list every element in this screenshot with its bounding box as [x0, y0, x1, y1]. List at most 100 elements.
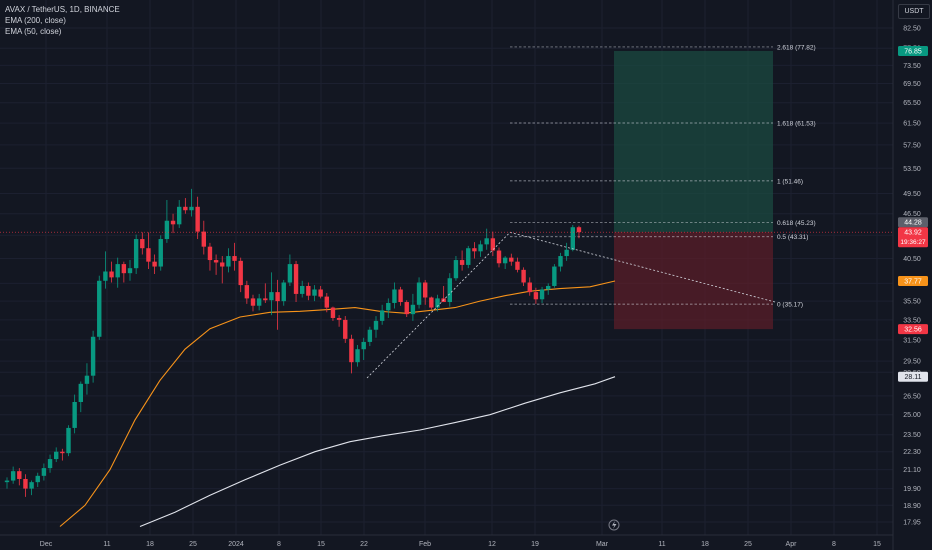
chart-legend: AVAX / TetherUS, 1D, BINANCE EMA (200, c…	[5, 4, 120, 37]
legend-ema200[interactable]: EMA (200, close)	[5, 16, 66, 25]
candle-body	[269, 292, 274, 301]
candle-body	[343, 319, 348, 339]
candle-body	[213, 260, 219, 263]
currency-button[interactable]: USDT	[898, 4, 930, 19]
candle-body	[558, 256, 563, 267]
lightning-icon-bolt	[612, 521, 617, 529]
candle-body	[10, 471, 16, 481]
price-tick-label: 31.50	[903, 337, 921, 344]
legend-ema50[interactable]: EMA (50, close)	[5, 27, 62, 36]
candle-body	[29, 482, 34, 489]
price-tick-label: 46.50	[903, 211, 921, 218]
candle-body	[152, 261, 157, 267]
fib-level-label: 2.618 (77.82)	[777, 44, 816, 51]
candle-body	[170, 220, 176, 225]
price-tick-label: 35.50	[903, 299, 921, 306]
candle-body	[318, 289, 323, 297]
fibonacci-levels: 2.618 (77.82) 1.618 (61.53) 1 (51.46) 0.618…	[510, 44, 816, 309]
candle-body	[220, 262, 225, 267]
time-tick-label: 8	[277, 541, 281, 548]
candle-body	[330, 307, 336, 318]
price-badge-bg	[898, 276, 928, 287]
price-tick-label: 69.50	[903, 81, 921, 88]
price-badge: 32.56	[904, 327, 922, 334]
candle-body	[244, 285, 250, 299]
price-tick-label: 21.10	[903, 467, 921, 474]
legend-symbol[interactable]: AVAX / TetherUS, 1D, BINANCE	[5, 5, 120, 14]
price-axis-bg	[893, 0, 932, 550]
candle-body	[478, 244, 483, 252]
candle-body	[576, 227, 582, 233]
time-tick-label: 11	[658, 541, 665, 548]
price-badge-upper: 44.28	[904, 220, 922, 227]
countdown-label: 19:36:27	[900, 239, 926, 246]
candle-body	[312, 289, 317, 296]
candle-body	[564, 249, 569, 257]
candle-body	[410, 304, 416, 315]
candle-body	[207, 246, 213, 261]
candle-body	[121, 264, 127, 274]
candle-body	[447, 278, 452, 303]
price-tick-label: 25.00	[903, 412, 921, 419]
time-tick-label: 15	[317, 541, 325, 548]
time-tick-label: 11	[103, 541, 110, 548]
candle-body	[533, 292, 539, 300]
price-badge-bg	[898, 45, 928, 56]
candlestick-series[interactable]	[4, 188, 582, 497]
price-badge: 76.85	[904, 48, 922, 55]
candle-body	[324, 296, 329, 308]
trendlines	[366, 231, 776, 379]
lightning-icon-ring	[608, 519, 620, 531]
time-tick-label: 18	[146, 541, 154, 548]
candle-body	[140, 239, 145, 249]
time-tick-label: 2024	[228, 541, 244, 548]
time-tick-label: 15	[873, 541, 881, 548]
price-badge: 37.77	[904, 279, 922, 286]
price-tick-label: 49.50	[903, 191, 921, 198]
candle-body	[195, 206, 200, 232]
price-tick-label: 22.30	[903, 449, 921, 456]
candle-body	[115, 264, 120, 278]
price-badge-bg	[898, 371, 928, 382]
candle-body	[386, 302, 391, 311]
candle-body	[367, 329, 373, 342]
time-tick-label: 25	[189, 541, 197, 548]
candle-body	[552, 266, 557, 286]
lightning-icon[interactable]	[608, 519, 620, 531]
candle-body	[349, 338, 354, 363]
candle-body	[256, 298, 262, 306]
candle-body	[250, 298, 256, 306]
time-axis[interactable]: Dec 11 18 25 2024 8 15 22 Feb 12 19 Mar 11 18 25 Apr 8 15	[0, 534, 893, 548]
price-tick-label: 26.50	[903, 393, 921, 400]
candle-body	[60, 451, 65, 454]
price-badge: 28.11	[905, 374, 922, 381]
candle-body	[127, 268, 133, 274]
price-tick-label: 29.50	[903, 359, 921, 366]
candle-body	[263, 298, 268, 301]
candle-body	[539, 289, 545, 300]
current-price-label: 43.92	[904, 230, 922, 237]
candle-body	[109, 271, 114, 278]
fib-level-label: 1.618 (61.53)	[777, 120, 816, 127]
time-tick-label: 8	[832, 541, 836, 548]
candle-body	[466, 248, 471, 265]
time-tick-label: Apr	[786, 541, 798, 548]
price-tick-label: 61.50	[903, 121, 921, 128]
ema-lines	[59, 280, 616, 528]
candle-body	[275, 292, 280, 302]
fib-level-label: 0 (35.17)	[777, 302, 803, 309]
price-axis[interactable]: 82.5077.5073.5069.5065.5061.5057.5053.50…	[892, 0, 932, 550]
price-badge-upper-bg	[898, 217, 928, 228]
candle-body	[398, 289, 403, 303]
candle-body	[515, 261, 520, 270]
time-tick-label: 18	[701, 541, 709, 548]
candle-body	[459, 260, 465, 265]
candle-body	[404, 302, 409, 315]
candle-body	[509, 257, 514, 262]
candle-body	[287, 264, 293, 283]
candle-body	[281, 282, 286, 302]
candle-body	[238, 260, 243, 286]
candle-body	[570, 227, 575, 250]
time-tick-label: 22	[360, 541, 368, 548]
